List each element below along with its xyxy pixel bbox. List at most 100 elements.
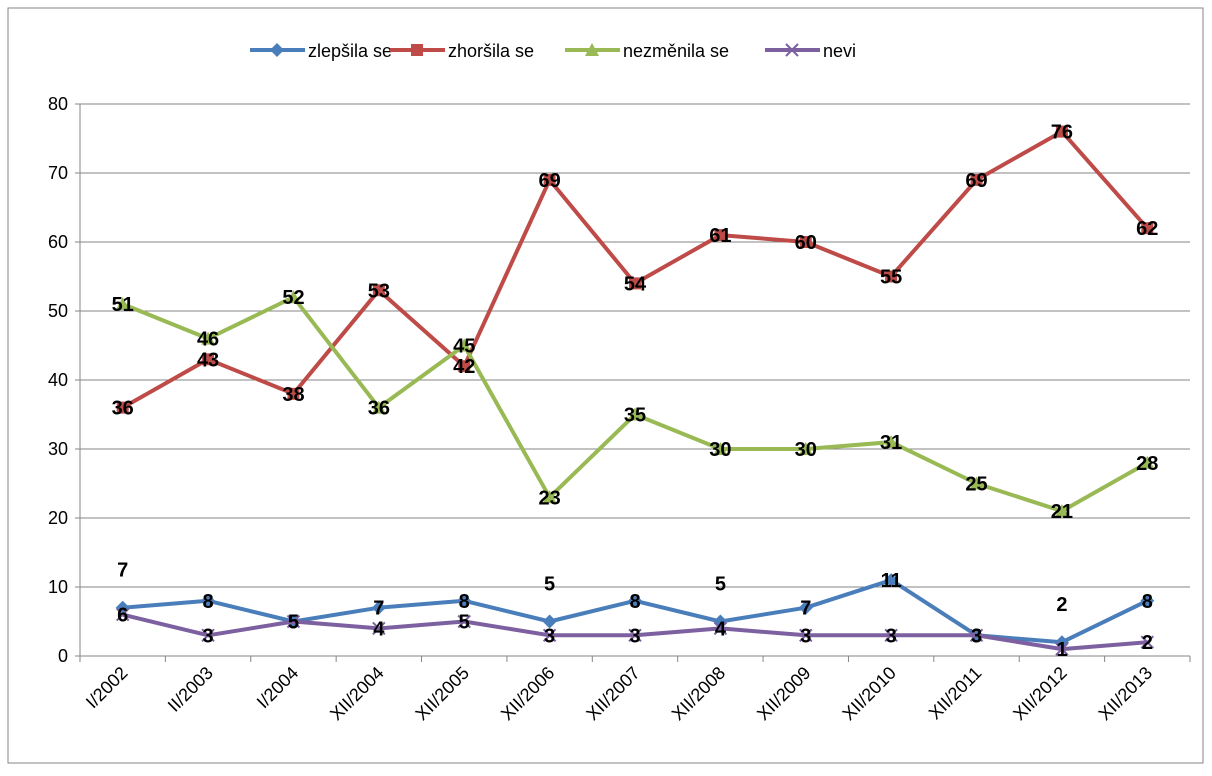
data-label: 36 <box>368 398 390 420</box>
y-tick-label: 10 <box>48 577 68 597</box>
marker <box>713 621 728 636</box>
data-label: 7 <box>800 598 811 620</box>
marker <box>628 407 642 421</box>
data-label: 7 <box>117 560 128 582</box>
data-label: 25 <box>965 474 987 496</box>
y-tick-label: 0 <box>58 646 68 666</box>
data-label: 1 <box>1056 639 1067 661</box>
series <box>115 607 1155 656</box>
chart-frame <box>7 7 1204 764</box>
data-label: 42 <box>453 356 475 378</box>
marker <box>201 593 216 608</box>
marker <box>371 400 386 414</box>
marker <box>798 442 813 455</box>
marker <box>628 628 642 643</box>
marker <box>1055 642 1069 656</box>
data-label: 23 <box>538 487 560 509</box>
marker <box>202 353 215 366</box>
y-tick-label: 80 <box>48 94 68 114</box>
data-label: 3 <box>971 625 982 647</box>
data-label: 53 <box>368 280 390 302</box>
y-tick-label: 50 <box>48 301 68 321</box>
marker <box>201 331 216 345</box>
marker <box>286 290 301 304</box>
marker <box>785 43 799 57</box>
marker <box>115 607 130 622</box>
marker <box>585 43 599 56</box>
y-tick-label: 30 <box>48 439 68 459</box>
data-label: 8 <box>1142 591 1153 613</box>
marker <box>1140 635 1155 649</box>
legend-label: nevi <box>823 41 856 61</box>
data-label: 3 <box>544 625 555 647</box>
marker <box>713 442 728 455</box>
data-label: 28 <box>1136 453 1158 475</box>
data-label: 8 <box>203 591 214 613</box>
data-label: 5 <box>715 574 726 596</box>
marker <box>799 628 813 643</box>
data-label: 5 <box>544 574 555 596</box>
marker <box>970 173 983 186</box>
data-label: 69 <box>538 170 560 192</box>
marker <box>799 236 812 248</box>
marker <box>116 401 129 414</box>
marker <box>458 360 471 373</box>
y-tick-label: 20 <box>48 508 68 528</box>
marker <box>714 229 727 242</box>
data-label: 8 <box>459 591 470 613</box>
marker <box>542 628 557 643</box>
data-label: 5 <box>288 612 299 634</box>
marker <box>629 277 641 290</box>
marker <box>1055 125 1068 138</box>
marker <box>884 435 899 449</box>
marker <box>543 173 556 186</box>
data-label: 3 <box>800 625 811 647</box>
data-label: 30 <box>709 439 731 461</box>
series <box>116 125 1154 414</box>
marker <box>1141 222 1154 235</box>
marker <box>372 621 386 636</box>
marker <box>411 44 423 56</box>
data-label: 3 <box>886 625 897 647</box>
marker <box>287 387 300 400</box>
data-label: 76 <box>1051 122 1073 144</box>
marker <box>457 593 472 608</box>
marker <box>1140 455 1155 469</box>
data-label: 3 <box>203 625 214 647</box>
marker <box>628 593 642 608</box>
legend-label: zlepšila se <box>308 41 392 61</box>
data-label: 11 <box>881 570 902 592</box>
y-tick-label: 40 <box>48 370 68 390</box>
data-label: 43 <box>197 349 219 371</box>
marker <box>969 628 984 643</box>
data-label: 7 <box>373 598 384 620</box>
data-label: 3 <box>971 625 982 647</box>
marker <box>1140 593 1155 608</box>
data-label: 61 <box>709 225 731 247</box>
marker <box>115 297 130 311</box>
marker <box>542 614 557 629</box>
data-label: 46 <box>197 329 219 351</box>
data-label: 51 <box>112 294 134 316</box>
marker <box>969 476 984 490</box>
data-label: 5 <box>459 612 470 634</box>
data-label: 2 <box>1142 632 1153 654</box>
marker <box>884 628 898 643</box>
data-label: 55 <box>880 267 902 289</box>
data-label: 4 <box>373 618 385 640</box>
marker <box>885 270 898 283</box>
marker <box>372 284 385 297</box>
marker <box>371 600 386 615</box>
y-tick-label: 60 <box>48 232 68 252</box>
marker <box>542 490 557 504</box>
legend-label: zhoršila se <box>448 41 534 61</box>
data-label: 54 <box>624 273 647 295</box>
marker <box>201 628 215 643</box>
legend: zlepšila se zhoršila se nezměnila se nevi <box>250 41 856 61</box>
data-label: 45 <box>453 336 475 358</box>
data-label: 6 <box>117 605 128 627</box>
data-label: 2 <box>1056 594 1067 616</box>
data-label: 3 <box>629 625 640 647</box>
data-label: 52 <box>282 287 304 309</box>
data-label: 5 <box>288 612 299 634</box>
